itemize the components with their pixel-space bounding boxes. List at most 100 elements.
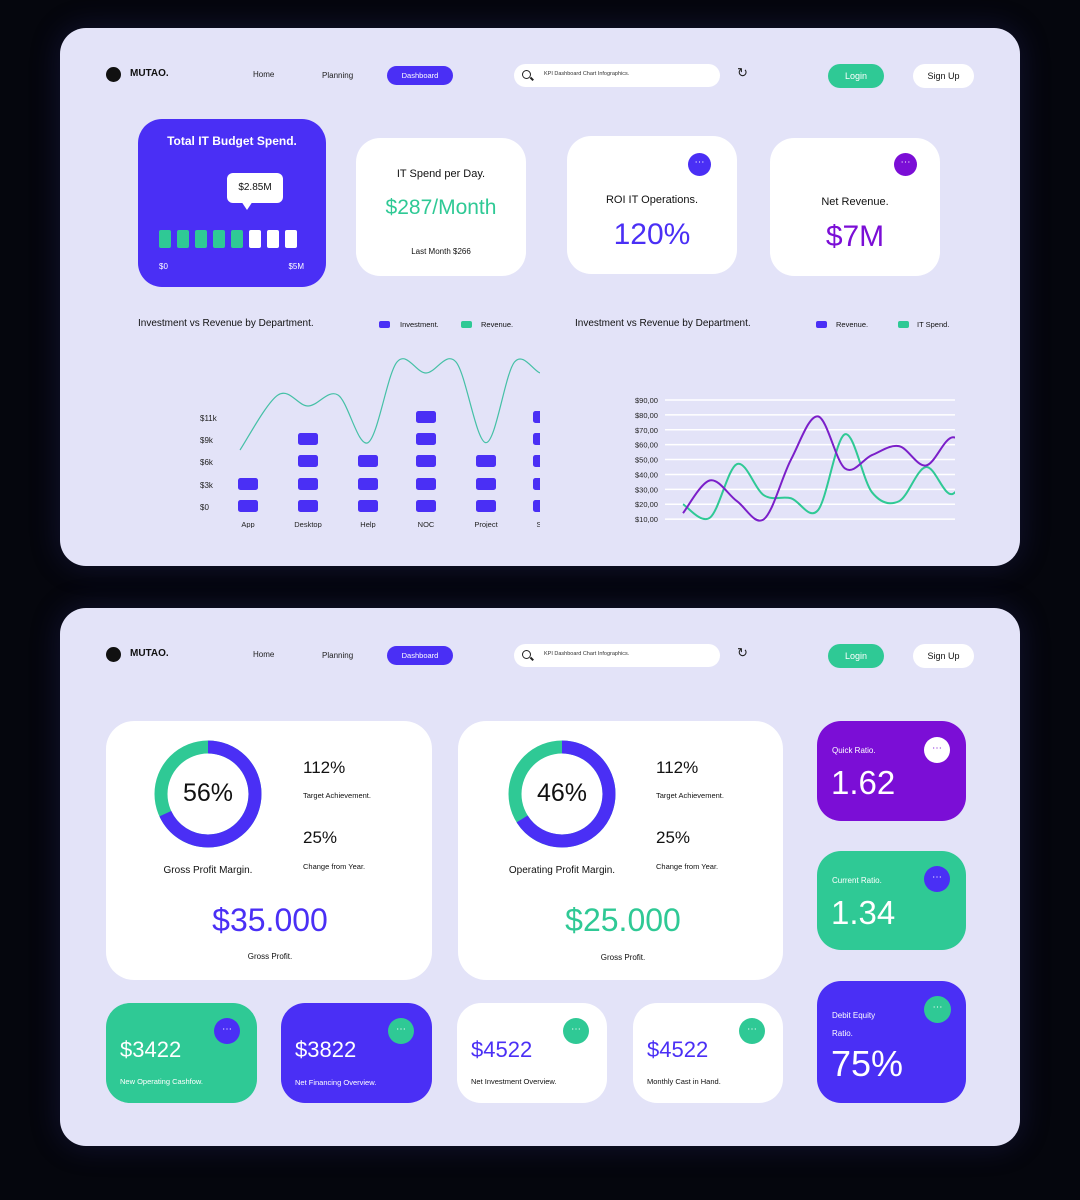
login-button[interactable]: Login bbox=[828, 644, 884, 668]
change-value: 25% bbox=[656, 828, 691, 847]
budget-progress bbox=[159, 230, 297, 248]
y-tick: $20,00 bbox=[635, 500, 658, 509]
tooltip-pointer bbox=[241, 201, 253, 210]
search-icon bbox=[522, 650, 531, 659]
nav-dashboard[interactable]: Dashboard bbox=[387, 66, 453, 85]
operating-amount: $25.000 bbox=[565, 902, 681, 938]
y-tick: $80,00 bbox=[635, 411, 658, 420]
legend-investment-swatch bbox=[379, 321, 390, 328]
operating-margin-label: Operating Profit Margin. bbox=[508, 865, 616, 876]
quick-ratio-card: ⋯ Quick Ratio. 1.62 bbox=[817, 721, 966, 821]
operating-cashflow-card: ⋯ $3422 New Operating Cashfow. bbox=[106, 1003, 257, 1103]
it-spend-card: IT Spend per Day. $287/Month Last Month … bbox=[356, 138, 526, 276]
nav-dashboard[interactable]: Dashboard bbox=[387, 646, 453, 665]
y-tick: $6k bbox=[200, 458, 214, 467]
target-label: Target Achievement. bbox=[656, 791, 724, 800]
more-icon[interactable]: ⋯ bbox=[688, 153, 711, 176]
operating-margin-donut bbox=[508, 740, 616, 848]
budget-segment bbox=[249, 230, 261, 248]
signup-button[interactable]: Sign Up bbox=[913, 64, 974, 88]
bottom-dashboard-panel: MUTAO. Home Planning Dashboard KPI Dashb… bbox=[60, 608, 1020, 1146]
signup-button[interactable]: Sign Up bbox=[913, 644, 974, 668]
nav-planning[interactable]: Planning bbox=[322, 71, 354, 80]
net-investment-card: ⋯ $4522 Net Investment Overview. bbox=[457, 1003, 607, 1103]
x-tick: Project bbox=[474, 520, 498, 528]
x-tick: App bbox=[241, 520, 254, 528]
budget-min: $0 bbox=[159, 262, 168, 271]
bar-chart-title: Investment vs Revenue by Department. bbox=[138, 318, 314, 329]
more-icon[interactable]: ⋯ bbox=[924, 996, 951, 1023]
nav-home[interactable]: Home bbox=[253, 70, 275, 79]
legend-revenue-swatch bbox=[461, 321, 472, 328]
investment-block bbox=[358, 500, 378, 512]
search-value: KPI Dashboard Chart Infographics. bbox=[544, 71, 630, 77]
y-tick: $60,00 bbox=[635, 441, 658, 450]
top-dashboard-panel: MUTAO. Home Planning Dashboard KPI Dashb… bbox=[60, 28, 1020, 566]
investment-block bbox=[298, 433, 318, 445]
debt-equity-card: ⋯ Debit Equity Ratio. 75% bbox=[817, 981, 966, 1103]
change-value: 25% bbox=[303, 828, 338, 847]
budget-max: $5M bbox=[288, 262, 304, 271]
quick-label: Quick Ratio. bbox=[832, 746, 876, 755]
x-tick: NOC bbox=[418, 520, 435, 528]
budget-title: Total IT Budget Spend. bbox=[167, 134, 297, 148]
current-value: 1.34 bbox=[831, 894, 896, 931]
investment-block bbox=[358, 478, 378, 490]
donut-fill bbox=[154, 740, 262, 848]
legend-it-spend: IT Spend. bbox=[917, 320, 950, 329]
legend-revenue: Revenue. bbox=[836, 320, 869, 329]
revenue-line bbox=[239, 358, 540, 451]
more-icon[interactable]: ⋯ bbox=[214, 1018, 240, 1044]
refresh-icon[interactable]: ↻ bbox=[737, 645, 748, 660]
revenue-line bbox=[682, 415, 955, 522]
operating-margin-value: 46% bbox=[536, 779, 588, 807]
financing-label: Net Financing Overview. bbox=[295, 1078, 377, 1087]
line-chart: $0,00$10,00$20,00$30,00$40,00$50,00$60,0… bbox=[635, 396, 955, 524]
nav-home[interactable]: Home bbox=[253, 650, 275, 659]
logo-icon bbox=[106, 647, 121, 662]
legend-it-spend-swatch bbox=[898, 321, 909, 328]
investment-block bbox=[416, 500, 436, 512]
brand: MUTAO. bbox=[130, 648, 169, 659]
more-icon[interactable]: ⋯ bbox=[388, 1018, 414, 1044]
target-value: 112% bbox=[656, 758, 699, 777]
cashflow-label: New Operating Cashfow. bbox=[120, 1077, 203, 1086]
more-icon[interactable]: ⋯ bbox=[739, 1018, 765, 1044]
budget-segment bbox=[195, 230, 207, 248]
search-input[interactable]: KPI Dashboard Chart Infographics. bbox=[514, 644, 720, 667]
line-chart-title: Investment vs Revenue by Department. bbox=[575, 318, 751, 329]
cash-label: Monthly Cast in Hand. bbox=[647, 1077, 721, 1086]
net-financing-card: ⋯ $3822 Net Financing Overview. bbox=[281, 1003, 432, 1103]
investment-block bbox=[533, 478, 540, 490]
nav-planning[interactable]: Planning bbox=[322, 651, 354, 660]
investment-block bbox=[238, 500, 258, 512]
gross-amount: $35.000 bbox=[212, 902, 328, 938]
search-input[interactable]: KPI Dashboard Chart Infographics. bbox=[514, 64, 720, 87]
login-button[interactable]: Login bbox=[828, 64, 884, 88]
budget-segment bbox=[177, 230, 189, 248]
revenue-title: Net Revenue. bbox=[821, 196, 889, 208]
more-icon[interactable]: ⋯ bbox=[894, 153, 917, 176]
y-tick: $70,00 bbox=[635, 426, 658, 435]
monthly-cash-card: ⋯ $4522 Monthly Cast in Hand. bbox=[633, 1003, 783, 1103]
quick-value: 1.62 bbox=[831, 764, 896, 801]
spend-value: $287/Month bbox=[385, 196, 497, 219]
cash-value: $4522 bbox=[647, 1037, 709, 1062]
refresh-icon[interactable]: ↻ bbox=[737, 65, 748, 80]
more-icon[interactable]: ⋯ bbox=[563, 1018, 589, 1044]
more-icon[interactable]: ⋯ bbox=[924, 866, 950, 892]
target-value: 112% bbox=[303, 758, 346, 777]
gross-margin-label: Gross Profit Margin. bbox=[163, 865, 253, 876]
top-nav: MUTAO. Home Planning Dashboard KPI Dashb… bbox=[60, 60, 1020, 100]
bottom-nav: MUTAO. Home Planning Dashboard KPI Dashb… bbox=[60, 640, 1020, 680]
more-icon[interactable]: ⋯ bbox=[924, 737, 950, 763]
cashflow-value: $3422 bbox=[120, 1037, 182, 1062]
financing-value: $3822 bbox=[295, 1037, 357, 1062]
investment-block bbox=[298, 478, 318, 490]
investment-block bbox=[238, 478, 258, 490]
investment-block bbox=[298, 455, 318, 467]
operating-amount-label: Gross Profit. bbox=[600, 953, 646, 962]
y-tick: $3k bbox=[200, 481, 214, 490]
current-ratio-card: ⋯ Current Ratio. 1.34 bbox=[817, 851, 966, 950]
x-tick: Help bbox=[360, 520, 375, 528]
